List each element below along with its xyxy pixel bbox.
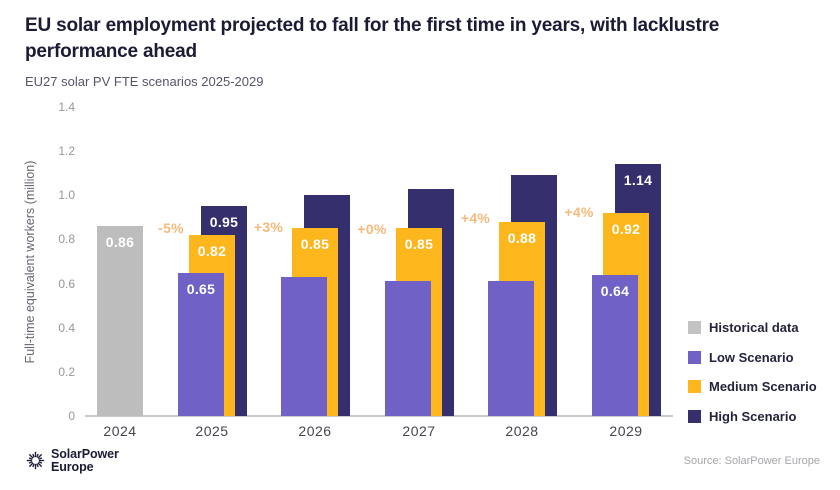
bar-value-label: 0.65	[186, 280, 216, 297]
bar-low-scenario-2026	[281, 276, 327, 416]
bar-value-label: 0.85	[300, 236, 330, 253]
bar-value-label: 0.86	[105, 234, 135, 251]
y-tick-label-0.8: 0.8	[58, 232, 75, 247]
legend-label: Medium Scenario	[709, 379, 817, 394]
chart-legend: Historical data Low Scenario Medium Scenar…	[688, 320, 817, 424]
bar-value-label: 0.82	[197, 243, 227, 259]
legend-swatch-icon	[688, 380, 701, 393]
y-tick-label-0.6: 0.6	[58, 276, 75, 291]
bar-value-label: 1.14	[623, 172, 653, 189]
bar-historical-data-2024: 0.86	[97, 226, 143, 416]
bar-value-label: 0.64	[600, 282, 630, 299]
x-tick-label-2029: 2029	[609, 423, 643, 439]
y-tick-label-1.0: 1.0	[58, 188, 75, 203]
growth-annotation-2025: -5%	[158, 220, 184, 236]
brand-logo-line2: Europe	[51, 459, 94, 474]
bar-value-label: 0.95	[209, 214, 239, 231]
growth-annotation-2029: +4%	[564, 204, 594, 220]
legend-item-medium-scenario: Medium Scenario	[688, 379, 817, 394]
bar-low-scenario-2028	[488, 281, 534, 416]
legend-item-low-scenario: Low Scenario	[688, 350, 817, 365]
chart-subtitle: EU27 solar PV FTE scenarios 2025-2029	[25, 74, 264, 89]
x-tick-label-2028: 2028	[505, 423, 539, 439]
bar-value-label: 0.85	[404, 236, 434, 253]
x-tick-label-2024: 2024	[103, 423, 137, 439]
y-tick-label-1.2: 1.2	[58, 144, 75, 159]
chart-title: EU solar employment projected to fall fo…	[25, 15, 720, 62]
y-tick-label-0.2: 0.2	[58, 364, 75, 379]
x-tick-label-2025: 2025	[195, 423, 229, 439]
legend-swatch-icon	[688, 321, 701, 334]
growth-annotation-2028: +4%	[460, 210, 491, 226]
x-tick-label-2027: 2027	[402, 423, 436, 439]
bar-low-scenario-2025: 0.65	[178, 272, 224, 416]
bar-low-scenario-2029: 0.64	[592, 274, 638, 416]
x-tick-label-2026: 2026	[298, 423, 332, 439]
brand-logo-text: SolarPower Europe	[51, 448, 119, 473]
brand-logo: SolarPower Europe	[26, 448, 119, 473]
brand-logo-line1: SolarPower	[51, 447, 119, 461]
y-tick-label-0: 0	[68, 409, 75, 423]
growth-annotation-2027: +0%	[357, 221, 387, 237]
legend-swatch-icon	[688, 350, 701, 364]
legend-item-historical-data: Historical data	[688, 320, 817, 335]
bar-value-label: 0.92	[611, 220, 641, 237]
bar-low-scenario-2027	[385, 281, 431, 416]
legend-label: Historical data	[709, 320, 799, 335]
source-note: Source: SolarPower Europe	[683, 455, 820, 467]
legend-swatch-icon	[688, 409, 701, 423]
sunburst-logo-icon	[26, 451, 45, 470]
legend-label: High Scenario	[709, 408, 797, 424]
legend-label: Low Scenario	[709, 349, 794, 365]
y-tick-label-0.4: 0.4	[58, 320, 75, 335]
legend-item-high-scenario: High Scenario	[688, 409, 817, 424]
bar-value-label: 0.88	[507, 229, 537, 246]
growth-annotation-2026: +3%	[253, 219, 284, 235]
x-axis-line	[85, 415, 673, 417]
y-tick-label-1.4: 1.4	[58, 100, 75, 114]
